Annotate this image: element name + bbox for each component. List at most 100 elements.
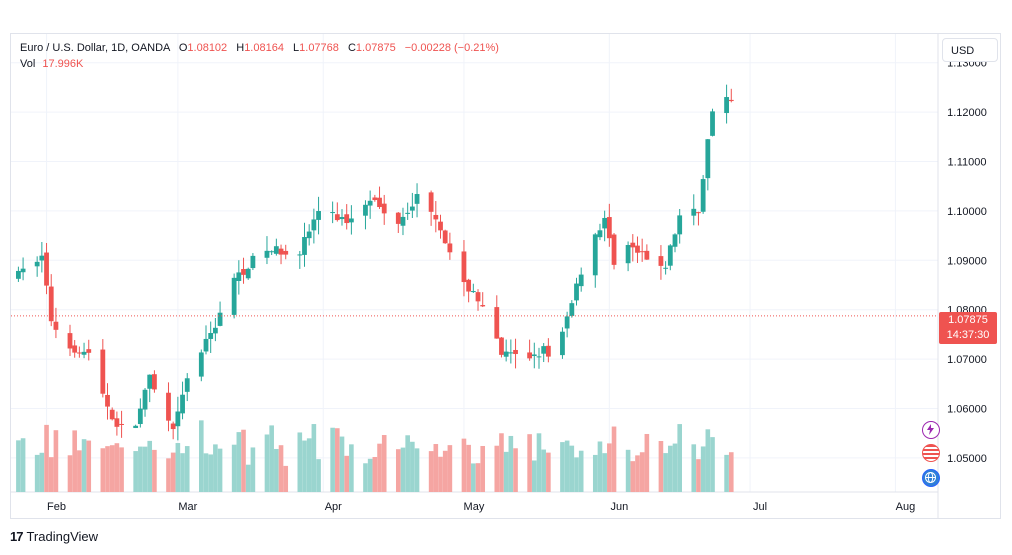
volume-bar xyxy=(377,443,382,492)
candle-body xyxy=(81,351,87,355)
volume-bar xyxy=(77,450,82,492)
volume-bar xyxy=(644,433,650,492)
volume-bar xyxy=(208,454,213,492)
candle-body xyxy=(513,349,518,355)
volume-bar xyxy=(724,454,729,492)
candle-body xyxy=(597,230,603,238)
candle-body xyxy=(672,234,678,247)
candle-body xyxy=(644,250,650,260)
flash-icon[interactable] xyxy=(922,421,940,439)
volume-bar xyxy=(105,446,110,492)
volume-bar xyxy=(597,441,603,492)
candle-body xyxy=(531,354,537,357)
candle-body xyxy=(180,394,185,414)
volume-bar xyxy=(16,440,21,492)
candle-body xyxy=(105,394,110,407)
candle-body xyxy=(569,303,575,316)
candle-body xyxy=(560,331,565,356)
volume-bar xyxy=(668,445,673,492)
candle-body xyxy=(137,408,143,425)
volume-bar xyxy=(536,433,542,492)
candle-body xyxy=(700,179,706,212)
candle-body xyxy=(442,230,448,244)
volume-bar xyxy=(39,452,45,492)
volume-bar xyxy=(546,452,551,492)
candle-body xyxy=(541,346,547,354)
volume-bar xyxy=(677,424,682,492)
open-value: 1.08102 xyxy=(187,42,228,54)
candle-body xyxy=(409,206,415,211)
volume-bar xyxy=(527,434,532,492)
volume-bar xyxy=(339,436,345,492)
volume-bar xyxy=(250,447,256,492)
y-tick-label: 1.07000 xyxy=(947,354,987,366)
volume-bar xyxy=(245,464,251,492)
volume-bar xyxy=(728,452,734,492)
candle-body xyxy=(133,425,139,429)
volume-bar xyxy=(142,446,148,492)
volume-bar xyxy=(81,439,87,492)
candle-body xyxy=(461,251,467,283)
volume-bar xyxy=(53,430,59,492)
candle-body xyxy=(330,212,336,214)
candle-body xyxy=(705,139,711,179)
candle-body xyxy=(48,286,54,322)
candle-body xyxy=(602,217,608,229)
volume-bar xyxy=(494,445,500,492)
volume-bar xyxy=(363,463,368,492)
y-tick-label: 1.09000 xyxy=(947,255,987,267)
volume-bar xyxy=(109,445,115,492)
volume-label[interactable]: Vol xyxy=(20,58,36,70)
candle-body xyxy=(367,200,373,206)
volume-bar xyxy=(241,429,246,492)
globe-icon[interactable] xyxy=(922,469,940,487)
volume-bar xyxy=(564,440,570,492)
candle-body xyxy=(53,321,59,330)
candle-body xyxy=(611,234,617,265)
candle-body xyxy=(710,111,715,136)
volume-bar xyxy=(278,445,284,492)
candle-body xyxy=(147,374,153,389)
candle-body xyxy=(114,418,120,427)
y-tick-label: 1.12000 xyxy=(947,107,987,119)
symbol-title[interactable]: Euro / U.S. Dollar, 1D, OANDA xyxy=(20,42,170,54)
candle-body xyxy=(480,305,486,307)
x-tick-label: Jun xyxy=(610,501,628,513)
candle-body xyxy=(696,212,701,214)
volume-bar xyxy=(513,448,518,492)
candle-body xyxy=(184,378,190,392)
volume-bar xyxy=(442,450,448,492)
candle-body xyxy=(381,203,387,214)
candle-body xyxy=(231,277,237,315)
candle-body xyxy=(438,221,443,231)
volume-bar xyxy=(217,448,223,492)
volume-bar xyxy=(316,459,321,492)
us-flag-icon[interactable] xyxy=(922,444,940,462)
volume-bar xyxy=(466,444,471,492)
volume-bar xyxy=(67,455,73,492)
tradingview-logo[interactable]: 17 TradingView xyxy=(10,529,98,544)
y-tick-label: 1.06000 xyxy=(947,403,987,415)
volume-bar xyxy=(405,435,410,492)
volume-bar xyxy=(269,425,274,492)
candle-body xyxy=(250,255,256,269)
x-tick-label: Aug xyxy=(896,501,916,513)
y-tick-label: 1.05000 xyxy=(947,453,987,465)
candle-body xyxy=(86,349,92,353)
candle-body xyxy=(311,219,317,231)
volume-bar xyxy=(433,444,439,492)
volume-bar xyxy=(311,424,317,492)
low-value: 1.07768 xyxy=(299,42,339,54)
volume-bar xyxy=(72,430,77,492)
volume-bar xyxy=(503,451,509,492)
volume-bar xyxy=(428,451,434,492)
currency-button[interactable]: USD xyxy=(942,38,998,62)
close-label: C xyxy=(347,42,356,54)
candle-body xyxy=(76,352,82,354)
candle-body xyxy=(503,351,509,357)
volume-bar xyxy=(381,435,387,492)
volume-bar xyxy=(672,443,678,492)
candle-body xyxy=(363,204,368,216)
low-label: L xyxy=(293,42,300,54)
